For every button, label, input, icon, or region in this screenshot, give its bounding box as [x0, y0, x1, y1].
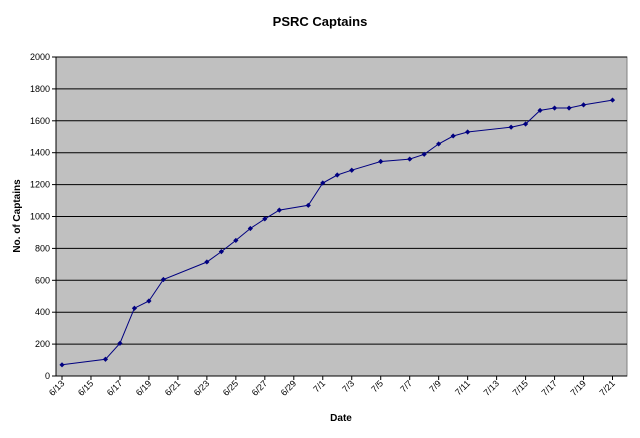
data-point [421, 151, 427, 157]
data-point [305, 202, 311, 208]
data-point [378, 158, 384, 165]
data-point [59, 362, 65, 368]
y-tick-label: 0 [45, 371, 50, 381]
data-point [204, 259, 210, 265]
data-point [450, 133, 456, 139]
x-tick-label: 6/13 [47, 378, 66, 397]
data-point [233, 237, 239, 244]
data-point [320, 180, 326, 186]
y-tick-label: 1600 [30, 116, 50, 126]
data-point [247, 225, 253, 232]
data-point [551, 105, 558, 111]
x-tick-label: 6/21 [163, 378, 182, 397]
x-tick-label: 6/25 [221, 378, 240, 397]
data-point [522, 121, 529, 127]
y-tick-label: 400 [35, 307, 50, 317]
y-tick-label: 2000 [30, 52, 50, 62]
x-tick-label: 7/13 [482, 378, 501, 397]
x-tick-label: 6/15 [76, 378, 95, 397]
x-tick-label: 7/15 [511, 378, 530, 397]
y-tick-label: 600 [35, 275, 50, 285]
x-tick-label: 6/29 [279, 378, 298, 397]
data-point [131, 305, 138, 311]
x-tick-label: 6/19 [134, 378, 153, 397]
data-point [537, 107, 543, 114]
y-tick-label: 1200 [30, 180, 50, 190]
x-tick-label: 6/27 [250, 378, 269, 397]
data-point [609, 97, 616, 103]
x-tick-label: 7/17 [540, 378, 559, 397]
data-point [407, 156, 413, 162]
data-point [262, 216, 268, 222]
data-point [146, 298, 152, 304]
y-tick-label: 1000 [30, 212, 50, 222]
x-tick-label: 7/5 [369, 378, 385, 394]
data-point [160, 276, 167, 283]
y-tick-label: 800 [35, 243, 50, 253]
x-tick-label: 7/7 [398, 378, 414, 394]
data-point [349, 167, 355, 173]
y-tick-label: 1800 [30, 84, 50, 94]
data-point [508, 124, 514, 130]
data-point [566, 105, 572, 111]
y-tick-label: 1400 [30, 148, 50, 158]
data-point [436, 141, 442, 147]
x-tick-label: 7/21 [597, 378, 616, 397]
data-point [334, 172, 340, 178]
data-point [465, 129, 471, 135]
data-point [276, 207, 282, 213]
x-tick-label: 7/11 [453, 378, 472, 397]
data-point [580, 102, 587, 108]
x-tick-label: 7/19 [568, 378, 587, 397]
chart-title: PSRC Captains [273, 14, 368, 29]
y-axis-title: No. of Captains [12, 179, 23, 253]
data-point [102, 356, 109, 362]
x-tick-label: 7/9 [427, 378, 443, 394]
data-point [117, 340, 123, 346]
x-tick-label: 7/1 [311, 378, 327, 394]
x-tick-label: 6/17 [105, 378, 124, 397]
x-tick-label: 7/3 [340, 378, 356, 394]
y-tick-label: 200 [35, 339, 50, 349]
data-point [218, 248, 224, 255]
x-axis-title: Date [330, 413, 352, 424]
x-tick-label: 6/23 [192, 378, 211, 397]
